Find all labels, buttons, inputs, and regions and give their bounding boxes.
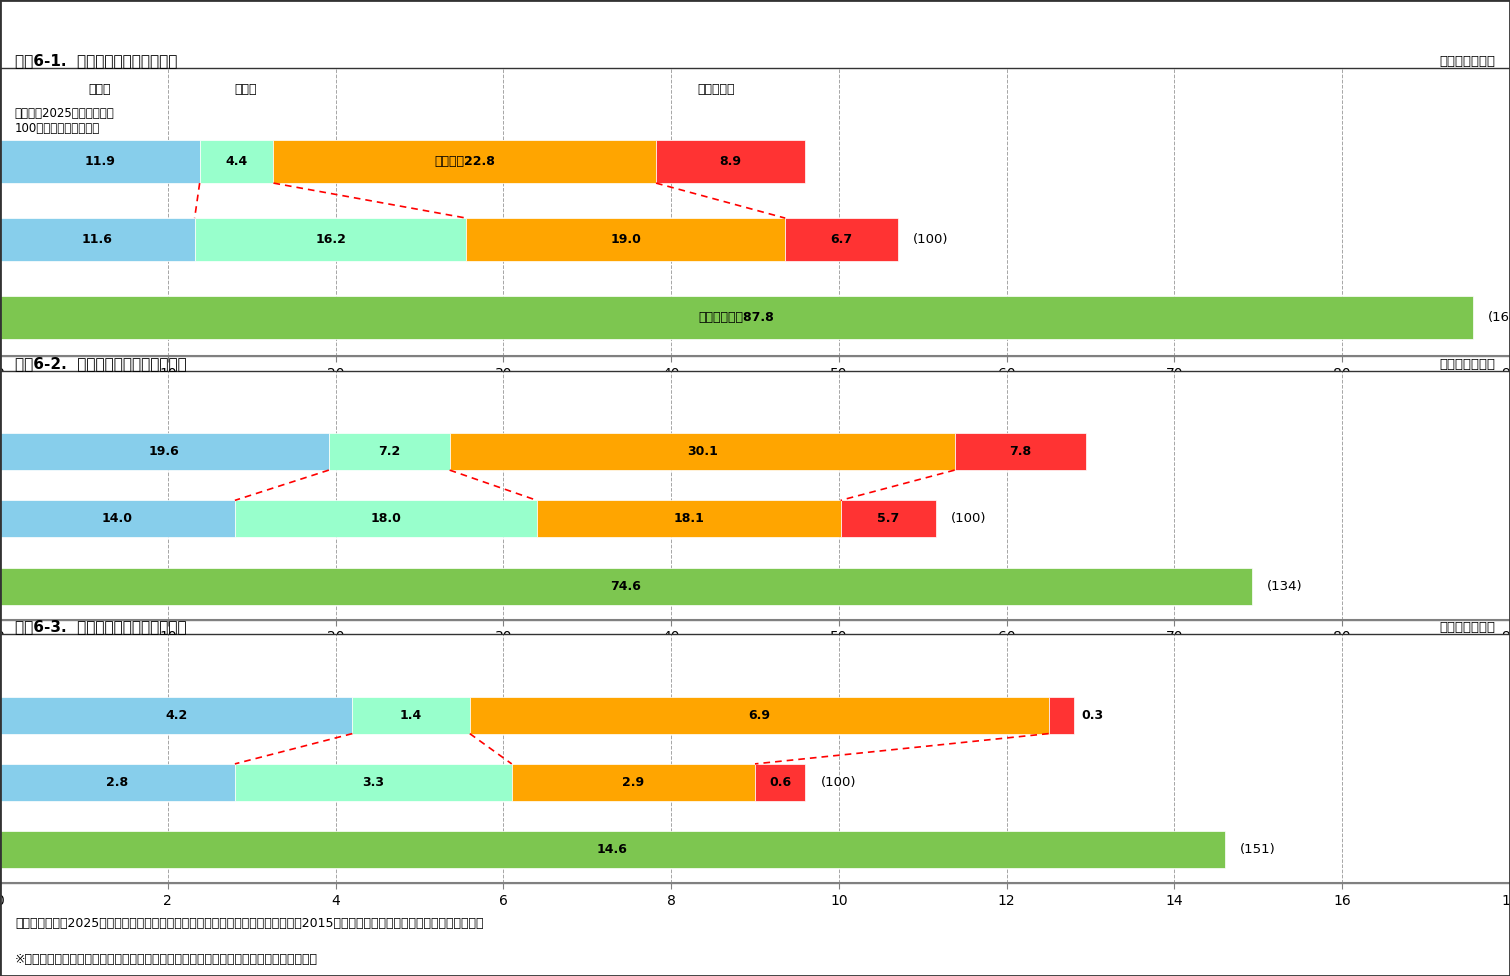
Text: 14.6: 14.6: [596, 843, 628, 856]
Text: 7.2: 7.2: [378, 445, 400, 458]
Text: (100): (100): [820, 776, 856, 789]
Text: 図表6-1.  大都市型の病床等の変化: 図表6-1. 大都市型の病床等の変化: [15, 54, 178, 68]
Bar: [755, 764, 805, 801]
Text: ※　各都道府県が公表している病床機能報告の結果と、地域医療構想をもとに、筆者作成: ※ 各都道府県が公表している病床機能報告の結果と、地域医療構想をもとに、筆者作成: [15, 953, 319, 965]
Bar: [538, 501, 841, 538]
Bar: [0, 141, 199, 183]
Bar: [0, 764, 236, 801]
Bar: [954, 433, 1086, 470]
Text: （万床，万人）: （万床，万人）: [1439, 56, 1495, 68]
Text: 4.4: 4.4: [225, 155, 248, 168]
Text: 2.9: 2.9: [622, 776, 645, 789]
Text: （万床，万人）: （万床，万人）: [1439, 622, 1495, 634]
Text: 74.6: 74.6: [610, 580, 642, 592]
Bar: [512, 764, 755, 801]
Text: 在宅医療等　87.8: 在宅医療等 87.8: [699, 310, 775, 324]
Text: 14.0: 14.0: [103, 512, 133, 525]
Bar: [199, 141, 273, 183]
Bar: [0, 218, 195, 261]
Text: 5.7: 5.7: [877, 512, 900, 525]
Text: 11.9: 11.9: [85, 155, 115, 168]
Text: 急性期　22.8: 急性期 22.8: [435, 155, 495, 168]
Bar: [352, 697, 470, 734]
Bar: [450, 433, 954, 470]
Bar: [195, 218, 467, 261]
Bar: [470, 697, 1048, 734]
Text: 19.6: 19.6: [149, 445, 180, 458]
Text: (164): (164): [1489, 310, 1510, 324]
Bar: [1048, 697, 1074, 734]
Bar: [467, 218, 785, 261]
Text: (100): (100): [951, 512, 988, 525]
Bar: [0, 832, 1225, 868]
Text: (151): (151): [1240, 843, 1276, 856]
Text: 18.1: 18.1: [673, 512, 704, 525]
Text: 11.6: 11.6: [82, 233, 113, 246]
Bar: [0, 501, 236, 538]
Text: 慢性期: 慢性期: [89, 83, 112, 96]
Bar: [329, 433, 450, 470]
Text: 図表6-2.  地方都市型の病床等の変化: 図表6-2. 地方都市型の病床等の変化: [15, 356, 187, 371]
Text: ＊　石川県は、2025年の高度急性期病床を構想区域ごとに公表していないため、2015年の構想区域ごとの比で按分して算出した。: ＊ 石川県は、2025年の高度急性期病床を構想区域ごとに公表していないため、20…: [15, 917, 483, 930]
Bar: [0, 296, 1474, 339]
Bar: [0, 568, 1252, 604]
Text: (134): (134): [1267, 580, 1302, 592]
Text: 1.4: 1.4: [400, 709, 423, 721]
Text: 6.9: 6.9: [747, 709, 770, 721]
Bar: [273, 141, 655, 183]
Text: （）内は2025年の病床数を
100としたときの比の値: （）内は2025年の病床数を 100としたときの比の値: [15, 107, 115, 136]
Bar: [236, 501, 538, 538]
Bar: [785, 218, 897, 261]
Text: (100): (100): [912, 233, 948, 246]
Bar: [655, 141, 805, 183]
Text: 0.6: 0.6: [769, 776, 791, 789]
Bar: [0, 433, 329, 470]
Text: 回復期: 回復期: [234, 83, 257, 96]
Text: 図表6-3.  過疎地域型の病床等の変化: 図表6-3. 過疎地域型の病床等の変化: [15, 620, 187, 634]
Text: 3.3: 3.3: [362, 776, 385, 789]
Bar: [841, 501, 936, 538]
Text: 30.1: 30.1: [687, 445, 717, 458]
Text: 19.0: 19.0: [610, 233, 642, 246]
Text: 2.8: 2.8: [106, 776, 128, 789]
Bar: [0, 697, 352, 734]
Bar: [236, 764, 512, 801]
Text: 4.2: 4.2: [165, 709, 187, 721]
Text: 8.9: 8.9: [720, 155, 741, 168]
Text: 18.0: 18.0: [370, 512, 402, 525]
Text: 高度急性期: 高度急性期: [698, 83, 735, 96]
Text: 0.3: 0.3: [1081, 709, 1104, 721]
Text: 7.8: 7.8: [1009, 445, 1031, 458]
Text: 6.7: 6.7: [831, 233, 853, 246]
Text: 16.2: 16.2: [316, 233, 346, 246]
Text: （万床，万人）: （万床，万人）: [1439, 358, 1495, 371]
